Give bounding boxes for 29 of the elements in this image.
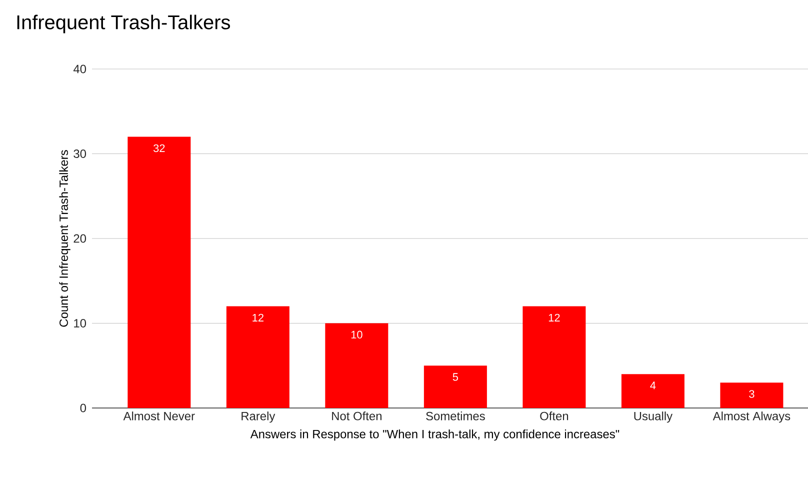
y-tick-label: 10 bbox=[74, 319, 86, 328]
bar bbox=[621, 374, 684, 408]
data-label: 12 bbox=[548, 314, 560, 322]
y-axis-title: Count of Infrequent Trash-Talkers bbox=[59, 150, 70, 327]
chart-title: Infrequent Trash-Talkers bbox=[17, 14, 230, 34]
x-axis-title: Answers in Response to "When I trash-talk, my confidence increases" bbox=[250, 430, 620, 441]
bar bbox=[522, 306, 586, 408]
bar bbox=[720, 382, 784, 408]
y-tick-label: 30 bbox=[74, 150, 86, 158]
data-label: 32 bbox=[153, 144, 165, 152]
data-label: 10 bbox=[351, 330, 362, 339]
x-tick-label: Usually bbox=[634, 412, 673, 423]
x-tick-label: Sometimes bbox=[426, 412, 485, 420]
data-label: 3 bbox=[749, 390, 754, 398]
x-tick-label: Rarely bbox=[242, 412, 276, 423]
bar bbox=[325, 323, 388, 408]
x-tick-label: Almost Never bbox=[123, 412, 195, 420]
x-tick-label: Not Often bbox=[332, 412, 382, 420]
y-tick-label: 0 bbox=[80, 404, 86, 412]
bar bbox=[424, 366, 487, 408]
bar bbox=[226, 306, 290, 408]
y-tick-label: 40 bbox=[73, 64, 86, 74]
data-label: 5 bbox=[452, 373, 458, 381]
x-tick-label: Almost Always bbox=[712, 412, 790, 423]
x-tick-label: Often bbox=[540, 412, 568, 420]
y-tick-label: 20 bbox=[74, 234, 86, 243]
bar bbox=[128, 136, 191, 408]
data-label: 4 bbox=[650, 382, 656, 390]
data-label: 12 bbox=[252, 314, 264, 322]
